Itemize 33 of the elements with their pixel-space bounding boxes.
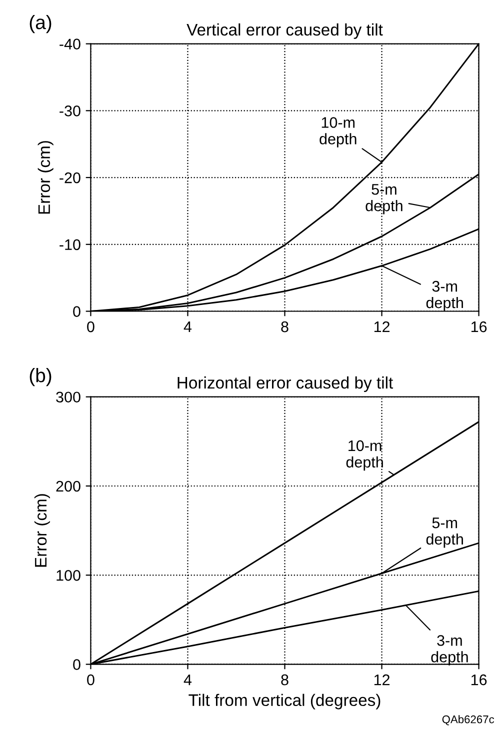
chart-title: Horizontal error caused by tilt bbox=[178, 376, 394, 392]
annotation: 10-m depth bbox=[346, 440, 383, 471]
x-tick-label: 0 bbox=[87, 674, 94, 686]
y-tick-label: -40 bbox=[60, 38, 80, 50]
x-tick-label: 12 bbox=[374, 321, 390, 332]
text: (a) bbox=[30, 14, 52, 34]
x-tick-label: 4 bbox=[184, 322, 192, 332]
text: QAb6267c bbox=[442, 715, 494, 726]
annotation: 3-m depth bbox=[426, 280, 463, 312]
y-tick-label: 200 bbox=[56, 480, 80, 492]
x-tick-label: 0 bbox=[87, 321, 94, 332]
text: (b) bbox=[30, 368, 52, 386]
x-tick-label: 16 bbox=[471, 674, 487, 686]
annotation: 10-m depth bbox=[320, 117, 356, 148]
y-tick-label: 0 bbox=[73, 306, 80, 317]
y-axis-title: Error (cm) bbox=[38, 141, 54, 214]
y-tick-label: -20 bbox=[60, 172, 80, 184]
x-tick-label: 4 bbox=[184, 674, 192, 686]
x-tick-label: 8 bbox=[281, 674, 288, 686]
x-axis-title: Tilt from vertical (degrees) bbox=[188, 694, 380, 710]
y-tick-label: -30 bbox=[60, 106, 80, 116]
annotation: 5-m depth bbox=[366, 184, 402, 214]
y-axis-title: Error (cm) bbox=[34, 494, 50, 567]
y-tick-label: 0 bbox=[73, 659, 80, 670]
annotation: 5-m depth bbox=[426, 518, 463, 548]
annotation: 3-m depth bbox=[431, 635, 468, 666]
x-tick-label: 16 bbox=[471, 321, 487, 332]
y-tick-label: 300 bbox=[56, 392, 80, 403]
y-tick-label: 100 bbox=[56, 570, 80, 581]
x-tick-label: 12 bbox=[374, 674, 390, 686]
y-tick-label: -10 bbox=[60, 239, 80, 250]
chart-title: Vertical error caused by tilt bbox=[186, 23, 383, 39]
x-tick-label: 8 bbox=[281, 321, 288, 332]
